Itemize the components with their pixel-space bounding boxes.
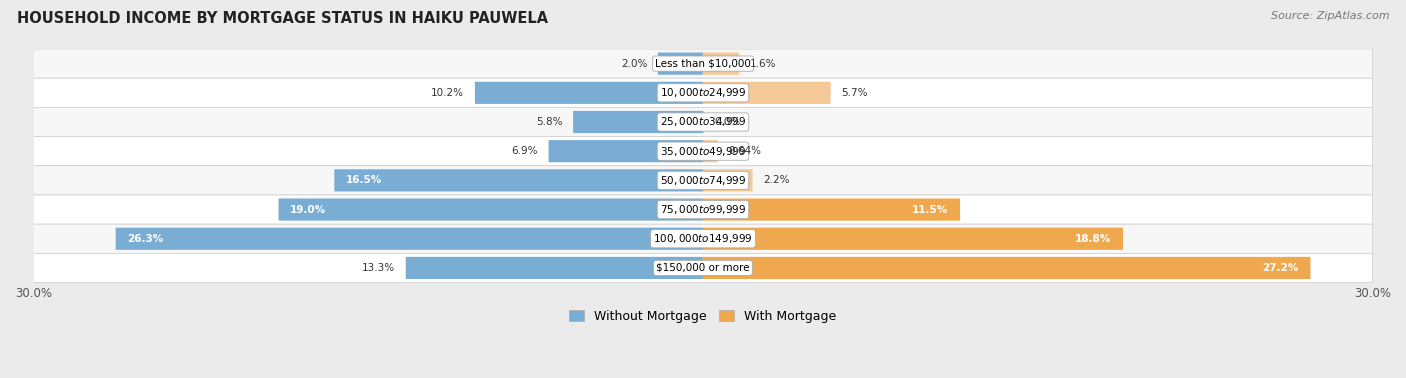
Text: Less than $10,000: Less than $10,000 (655, 59, 751, 69)
FancyBboxPatch shape (475, 82, 703, 104)
Text: 5.7%: 5.7% (841, 88, 868, 98)
FancyBboxPatch shape (34, 253, 1372, 282)
Text: 2.2%: 2.2% (763, 175, 790, 185)
Text: 13.3%: 13.3% (361, 263, 395, 273)
FancyBboxPatch shape (34, 78, 1372, 107)
FancyBboxPatch shape (703, 198, 960, 221)
Text: $10,000 to $24,999: $10,000 to $24,999 (659, 86, 747, 99)
FancyBboxPatch shape (574, 111, 703, 133)
FancyBboxPatch shape (703, 53, 740, 75)
FancyBboxPatch shape (115, 228, 703, 250)
FancyBboxPatch shape (703, 257, 1310, 279)
FancyBboxPatch shape (703, 140, 717, 162)
FancyBboxPatch shape (658, 53, 703, 75)
Text: 26.3%: 26.3% (127, 234, 163, 244)
Legend: Without Mortgage, With Mortgage: Without Mortgage, With Mortgage (564, 305, 842, 328)
FancyBboxPatch shape (278, 198, 703, 221)
FancyBboxPatch shape (703, 228, 1123, 250)
FancyBboxPatch shape (703, 169, 752, 192)
Text: $50,000 to $74,999: $50,000 to $74,999 (659, 174, 747, 187)
FancyBboxPatch shape (34, 195, 1372, 224)
Text: $35,000 to $49,999: $35,000 to $49,999 (659, 145, 747, 158)
Text: Source: ZipAtlas.com: Source: ZipAtlas.com (1271, 11, 1389, 21)
Text: 27.2%: 27.2% (1263, 263, 1299, 273)
FancyBboxPatch shape (335, 169, 703, 192)
Text: 11.5%: 11.5% (912, 204, 949, 215)
Text: 6.9%: 6.9% (512, 146, 538, 156)
FancyBboxPatch shape (34, 136, 1372, 166)
Text: $150,000 or more: $150,000 or more (657, 263, 749, 273)
FancyBboxPatch shape (34, 107, 1372, 136)
Text: HOUSEHOLD INCOME BY MORTGAGE STATUS IN HAIKU PAUWELA: HOUSEHOLD INCOME BY MORTGAGE STATUS IN H… (17, 11, 548, 26)
FancyBboxPatch shape (34, 224, 1372, 253)
Text: $25,000 to $34,999: $25,000 to $34,999 (659, 116, 747, 129)
Text: 1.6%: 1.6% (749, 59, 776, 69)
Text: $75,000 to $99,999: $75,000 to $99,999 (659, 203, 747, 216)
FancyBboxPatch shape (548, 140, 703, 162)
Text: 10.2%: 10.2% (432, 88, 464, 98)
Text: 0.64%: 0.64% (728, 146, 762, 156)
Text: $100,000 to $149,999: $100,000 to $149,999 (654, 232, 752, 245)
Text: 5.8%: 5.8% (536, 117, 562, 127)
FancyBboxPatch shape (34, 49, 1372, 78)
FancyBboxPatch shape (406, 257, 703, 279)
FancyBboxPatch shape (703, 82, 831, 104)
Text: 19.0%: 19.0% (290, 204, 326, 215)
Text: 18.8%: 18.8% (1076, 234, 1111, 244)
Text: 16.5%: 16.5% (346, 175, 382, 185)
Text: 0.0%: 0.0% (714, 117, 741, 127)
FancyBboxPatch shape (34, 166, 1372, 195)
Text: 2.0%: 2.0% (621, 59, 647, 69)
